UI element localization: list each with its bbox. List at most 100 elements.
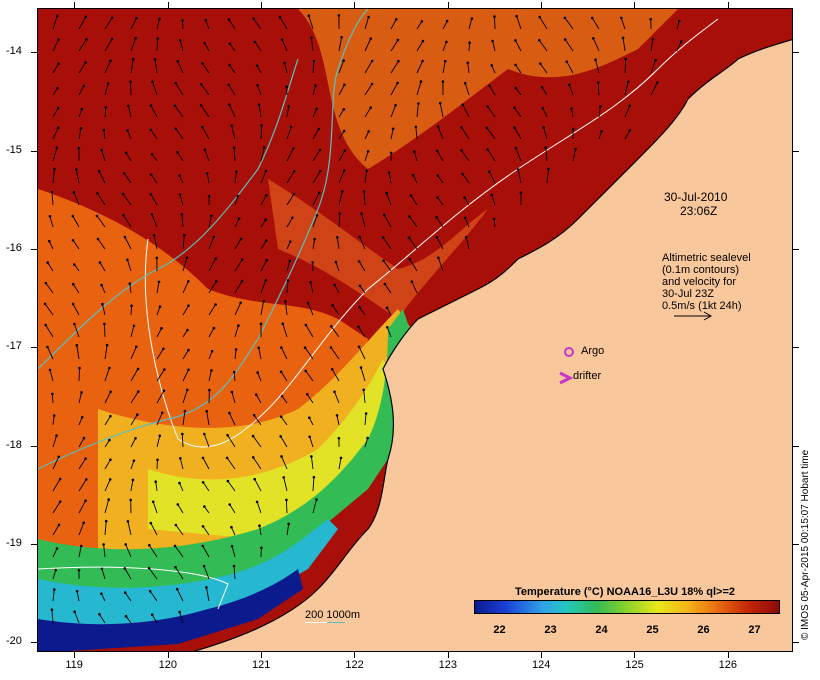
- velocity-arrow: [516, 16, 522, 30]
- velocity-arrow-head: [315, 498, 318, 501]
- velocity-arrow: [306, 394, 314, 404]
- velocity-arrow-head: [486, 105, 489, 108]
- velocity-arrow-head: [491, 39, 494, 43]
- velocity-arrow: [72, 240, 80, 250]
- velocity-arrow-head: [679, 40, 683, 43]
- velocity-arrow-head: [56, 106, 60, 110]
- longitude-tick-label: 125: [625, 659, 644, 671]
- velocity-arrow: [285, 499, 288, 514]
- velocity-arrow: [286, 148, 294, 162]
- velocity-arrow-head: [77, 568, 81, 572]
- velocity-arrow: [334, 391, 340, 404]
- velocity-arrow-head: [126, 129, 129, 132]
- velocity-arrow: [234, 218, 240, 228]
- velocity-arrow: [386, 307, 392, 316]
- velocity-arrow: [461, 150, 470, 162]
- velocity-arrow: [156, 390, 165, 404]
- velocity-arrow-head: [574, 147, 577, 151]
- velocity-arrow-head: [132, 324, 136, 328]
- velocity-arrow: [465, 237, 470, 250]
- velocity-arrow-head: [279, 435, 282, 438]
- velocity-arrow: [464, 197, 470, 206]
- velocity-arrow: [624, 130, 631, 140]
- velocity-arrow-head: [419, 80, 423, 83]
- velocity-arrow: [386, 192, 392, 206]
- velocity-arrow-head: [304, 369, 308, 373]
- velocity-arrow-head: [179, 457, 182, 460]
- velocity-arrow-head: [592, 37, 595, 40]
- velocity-arrow-head: [291, 216, 294, 220]
- altimetry-line: Altimetric sealevel: [662, 252, 751, 264]
- velocity-arrow-head: [148, 544, 151, 547]
- velocity-arrow: [390, 128, 394, 140]
- velocity-arrow-head: [136, 413, 139, 417]
- longitude-tick: [354, 652, 356, 658]
- drifter-marker[interactable]: [559, 371, 574, 385]
- velocity-arrow: [284, 301, 288, 316]
- velocity-arrow-head: [207, 194, 211, 198]
- velocity-arrow: [78, 16, 87, 30]
- velocity-arrow-head: [385, 191, 388, 195]
- velocity-arrow-head: [85, 478, 88, 481]
- velocity-arrow: [233, 565, 236, 580]
- velocity-arrow: [336, 415, 340, 426]
- velocity-arrow: [230, 527, 236, 536]
- cool-water-region: [38, 519, 338, 639]
- altimetry-line: 30-Jul 23Z: [662, 288, 714, 300]
- velocity-arrow-head: [591, 16, 594, 20]
- velocity-arrow-head: [306, 301, 310, 305]
- velocity-arrow: [491, 194, 496, 206]
- velocity-arrow: [281, 39, 288, 52]
- velocity-arrow-head: [72, 190, 76, 194]
- velocity-arrow-head: [436, 125, 440, 128]
- velocity-arrow-head: [48, 239, 51, 243]
- velocity-arrow: [73, 323, 80, 338]
- velocity-arrow: [52, 87, 58, 96]
- velocity-arrow-head: [539, 62, 542, 65]
- velocity-arrow: [52, 524, 60, 536]
- velocity-arrow-head: [514, 86, 518, 90]
- velocity-arrow: [514, 107, 522, 118]
- velocity-arrow-head: [488, 84, 491, 87]
- argo-marker[interactable]: [564, 347, 574, 357]
- velocity-arrow: [384, 283, 392, 294]
- velocity-arrow-head: [437, 256, 440, 260]
- velocity-arrow: [156, 459, 158, 470]
- velocity-arrow: [52, 570, 57, 580]
- velocity-arrow: [312, 85, 316, 96]
- velocity-arrow: [390, 19, 397, 30]
- velocity-arrow: [104, 521, 107, 536]
- velocity-arrow-head: [183, 409, 187, 413]
- velocity-arrow-head: [199, 104, 203, 107]
- sst-map[interactable]: [37, 8, 793, 652]
- velocity-arrow-head: [201, 125, 204, 129]
- velocity-arrow: [229, 504, 236, 514]
- velocity-arrow: [206, 173, 210, 184]
- velocity-arrow: [279, 16, 288, 30]
- velocity-arrow-head: [265, 194, 268, 197]
- velocity-arrow: [231, 546, 236, 558]
- velocity-arrow-head: [308, 416, 311, 420]
- velocity-arrow: [413, 151, 418, 162]
- velocity-arrow: [148, 545, 158, 558]
- velocity-arrow-head: [175, 587, 179, 591]
- velocity-arrow-head: [226, 433, 229, 437]
- velocity-arrow-head: [126, 520, 130, 523]
- velocity-arrow-head: [84, 499, 87, 503]
- velocity-arrow: [52, 107, 59, 118]
- velocity-arrow-head: [75, 590, 79, 593]
- velocity-arrow: [150, 105, 158, 118]
- velocity-arrow-head: [365, 169, 368, 173]
- velocity-arrow: [252, 435, 262, 448]
- velocity-arrow-head: [178, 610, 181, 614]
- velocity-arrow-head: [79, 127, 83, 130]
- velocity-arrow: [305, 324, 314, 338]
- velocity-arrow-head: [628, 104, 631, 108]
- velocity-arrow-head: [237, 324, 240, 327]
- velocity-arrow: [204, 149, 210, 162]
- velocity-arrow: [179, 482, 184, 492]
- latitude-tick: [31, 150, 37, 152]
- velocity-arrow-head: [334, 260, 338, 264]
- velocity-arrow: [49, 369, 54, 382]
- velocity-arrow-head: [486, 148, 489, 151]
